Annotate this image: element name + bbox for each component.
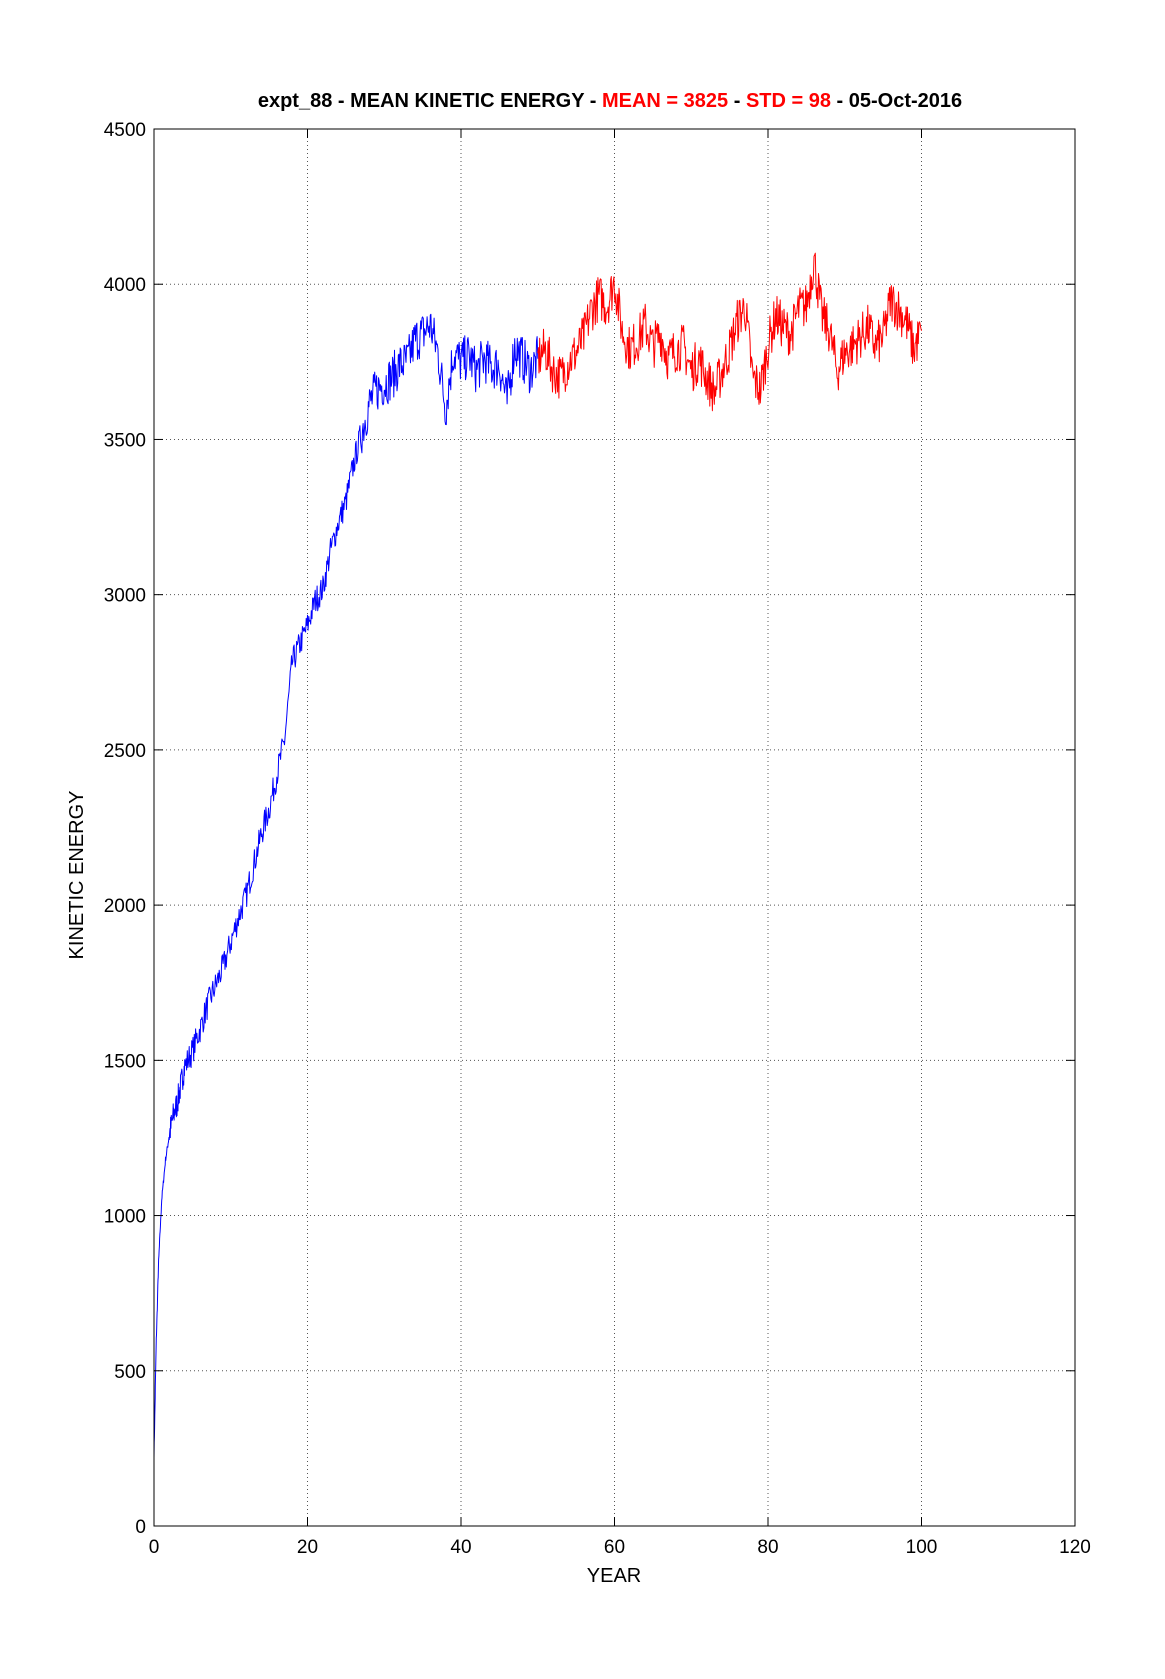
y-tick-label: 2500: [104, 741, 146, 762]
y-tick-labels: 0 500 1000 1500 2000 2500 3000 3500 4000 4500: [104, 120, 146, 1538]
y-tick-label: 1000: [104, 1207, 146, 1228]
x-tick-label: 120: [1059, 1537, 1091, 1558]
x-tick-label: 20: [297, 1537, 318, 1558]
series-group: [153, 252, 922, 1458]
y-tick-label: 1500: [104, 1051, 146, 1072]
y-axis-label: KINETIC ENERGY: [66, 791, 88, 960]
y-tick-label: 500: [114, 1362, 146, 1383]
title-std: STD = 98: [746, 90, 831, 112]
chart-title: expt_88 - MEAN KINETIC ENERGY - MEAN = 3…: [258, 90, 962, 112]
x-tick-label: 80: [757, 1537, 778, 1558]
axis-ticks: [153, 128, 1076, 1527]
x-tick-label: 60: [604, 1537, 625, 1558]
x-tick-label: 40: [450, 1537, 471, 1558]
y-tick-label: 3000: [104, 586, 146, 607]
x-tick-label: 100: [906, 1537, 938, 1558]
y-tick-label: 0: [135, 1517, 146, 1538]
title-suffix: - 05-Oct-2016: [831, 90, 962, 112]
title-mean: MEAN = 3825: [602, 90, 728, 112]
y-tick-label: 3500: [104, 430, 146, 451]
series-line-spinup: [153, 313, 539, 1458]
series-line-equilibrium: [537, 252, 922, 412]
title-sep: -: [728, 90, 746, 112]
y-tick-label: 4500: [104, 120, 146, 141]
title-prefix: expt_88 - MEAN KINETIC ENERGY -: [258, 90, 602, 112]
x-tick-label: 0: [149, 1537, 160, 1558]
x-tick-labels: 0 20 40 60 80 100 120: [149, 1537, 1091, 1558]
y-tick-label: 2000: [104, 896, 146, 917]
x-axis-label: YEAR: [587, 1565, 641, 1587]
y-tick-label: 4000: [104, 275, 146, 296]
